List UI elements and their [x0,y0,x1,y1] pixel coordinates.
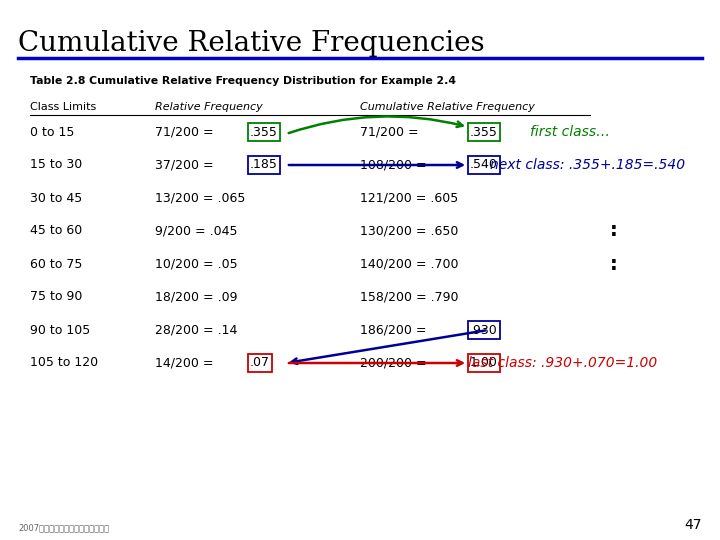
Text: next class: .355+.185=.540: next class: .355+.185=.540 [490,158,685,172]
Text: .185: .185 [250,159,278,172]
Text: 0 to 15: 0 to 15 [30,125,74,138]
Text: Cumulative Relative Frequencies: Cumulative Relative Frequencies [18,30,485,57]
Text: 75 to 90: 75 to 90 [30,291,82,303]
Text: first class…: first class… [530,125,610,139]
Text: :: : [610,221,618,240]
Text: Class Limits: Class Limits [30,102,96,112]
Text: last class: .930+.070=1.00: last class: .930+.070=1.00 [468,356,657,370]
Text: 105 to 120: 105 to 120 [30,356,98,369]
Text: .355: .355 [250,125,278,138]
Text: 1.00: 1.00 [470,356,498,369]
Text: 200/200 =: 200/200 = [360,356,427,369]
Text: 108/200 =: 108/200 = [360,159,427,172]
Text: 90 to 105: 90 to 105 [30,323,90,336]
Text: Relative Frequency: Relative Frequency [155,102,263,112]
Text: Table 2.8 Cumulative Relative Frequency Distribution for Example 2.4: Table 2.8 Cumulative Relative Frequency … [30,76,456,86]
Text: 13/200 = .065: 13/200 = .065 [155,192,246,205]
Text: 37/200 =: 37/200 = [155,159,214,172]
Text: 10/200 = .05: 10/200 = .05 [155,258,238,271]
Text: 71/200 =: 71/200 = [155,125,214,138]
Text: 45 to 60: 45 to 60 [30,225,82,238]
Text: 130/200 = .650: 130/200 = .650 [360,225,459,238]
Text: 14/200 =: 14/200 = [155,356,214,369]
Text: 140/200 = .700: 140/200 = .700 [360,258,459,271]
Text: 71/200 =: 71/200 = [360,125,418,138]
Text: 9/200 = .045: 9/200 = .045 [155,225,238,238]
Text: 30 to 45: 30 to 45 [30,192,82,205]
Text: .930: .930 [470,323,498,336]
Text: 2007年版权所有（中）卡流出版公司: 2007年版权所有（中）卡流出版公司 [18,523,109,532]
Text: 47: 47 [685,518,702,532]
Text: 186/200 =: 186/200 = [360,323,426,336]
Text: 18/200 = .09: 18/200 = .09 [155,291,238,303]
Text: 28/200 = .14: 28/200 = .14 [155,323,238,336]
Text: .07: .07 [250,356,270,369]
Text: 158/200 = .790: 158/200 = .790 [360,291,459,303]
Text: .355: .355 [470,125,498,138]
Text: 15 to 30: 15 to 30 [30,159,82,172]
Text: 121/200 = .605: 121/200 = .605 [360,192,458,205]
Text: 60 to 75: 60 to 75 [30,258,82,271]
Text: :: : [610,254,618,273]
Text: Cumulative Relative Frequency: Cumulative Relative Frequency [360,102,535,112]
Text: .540: .540 [470,159,498,172]
